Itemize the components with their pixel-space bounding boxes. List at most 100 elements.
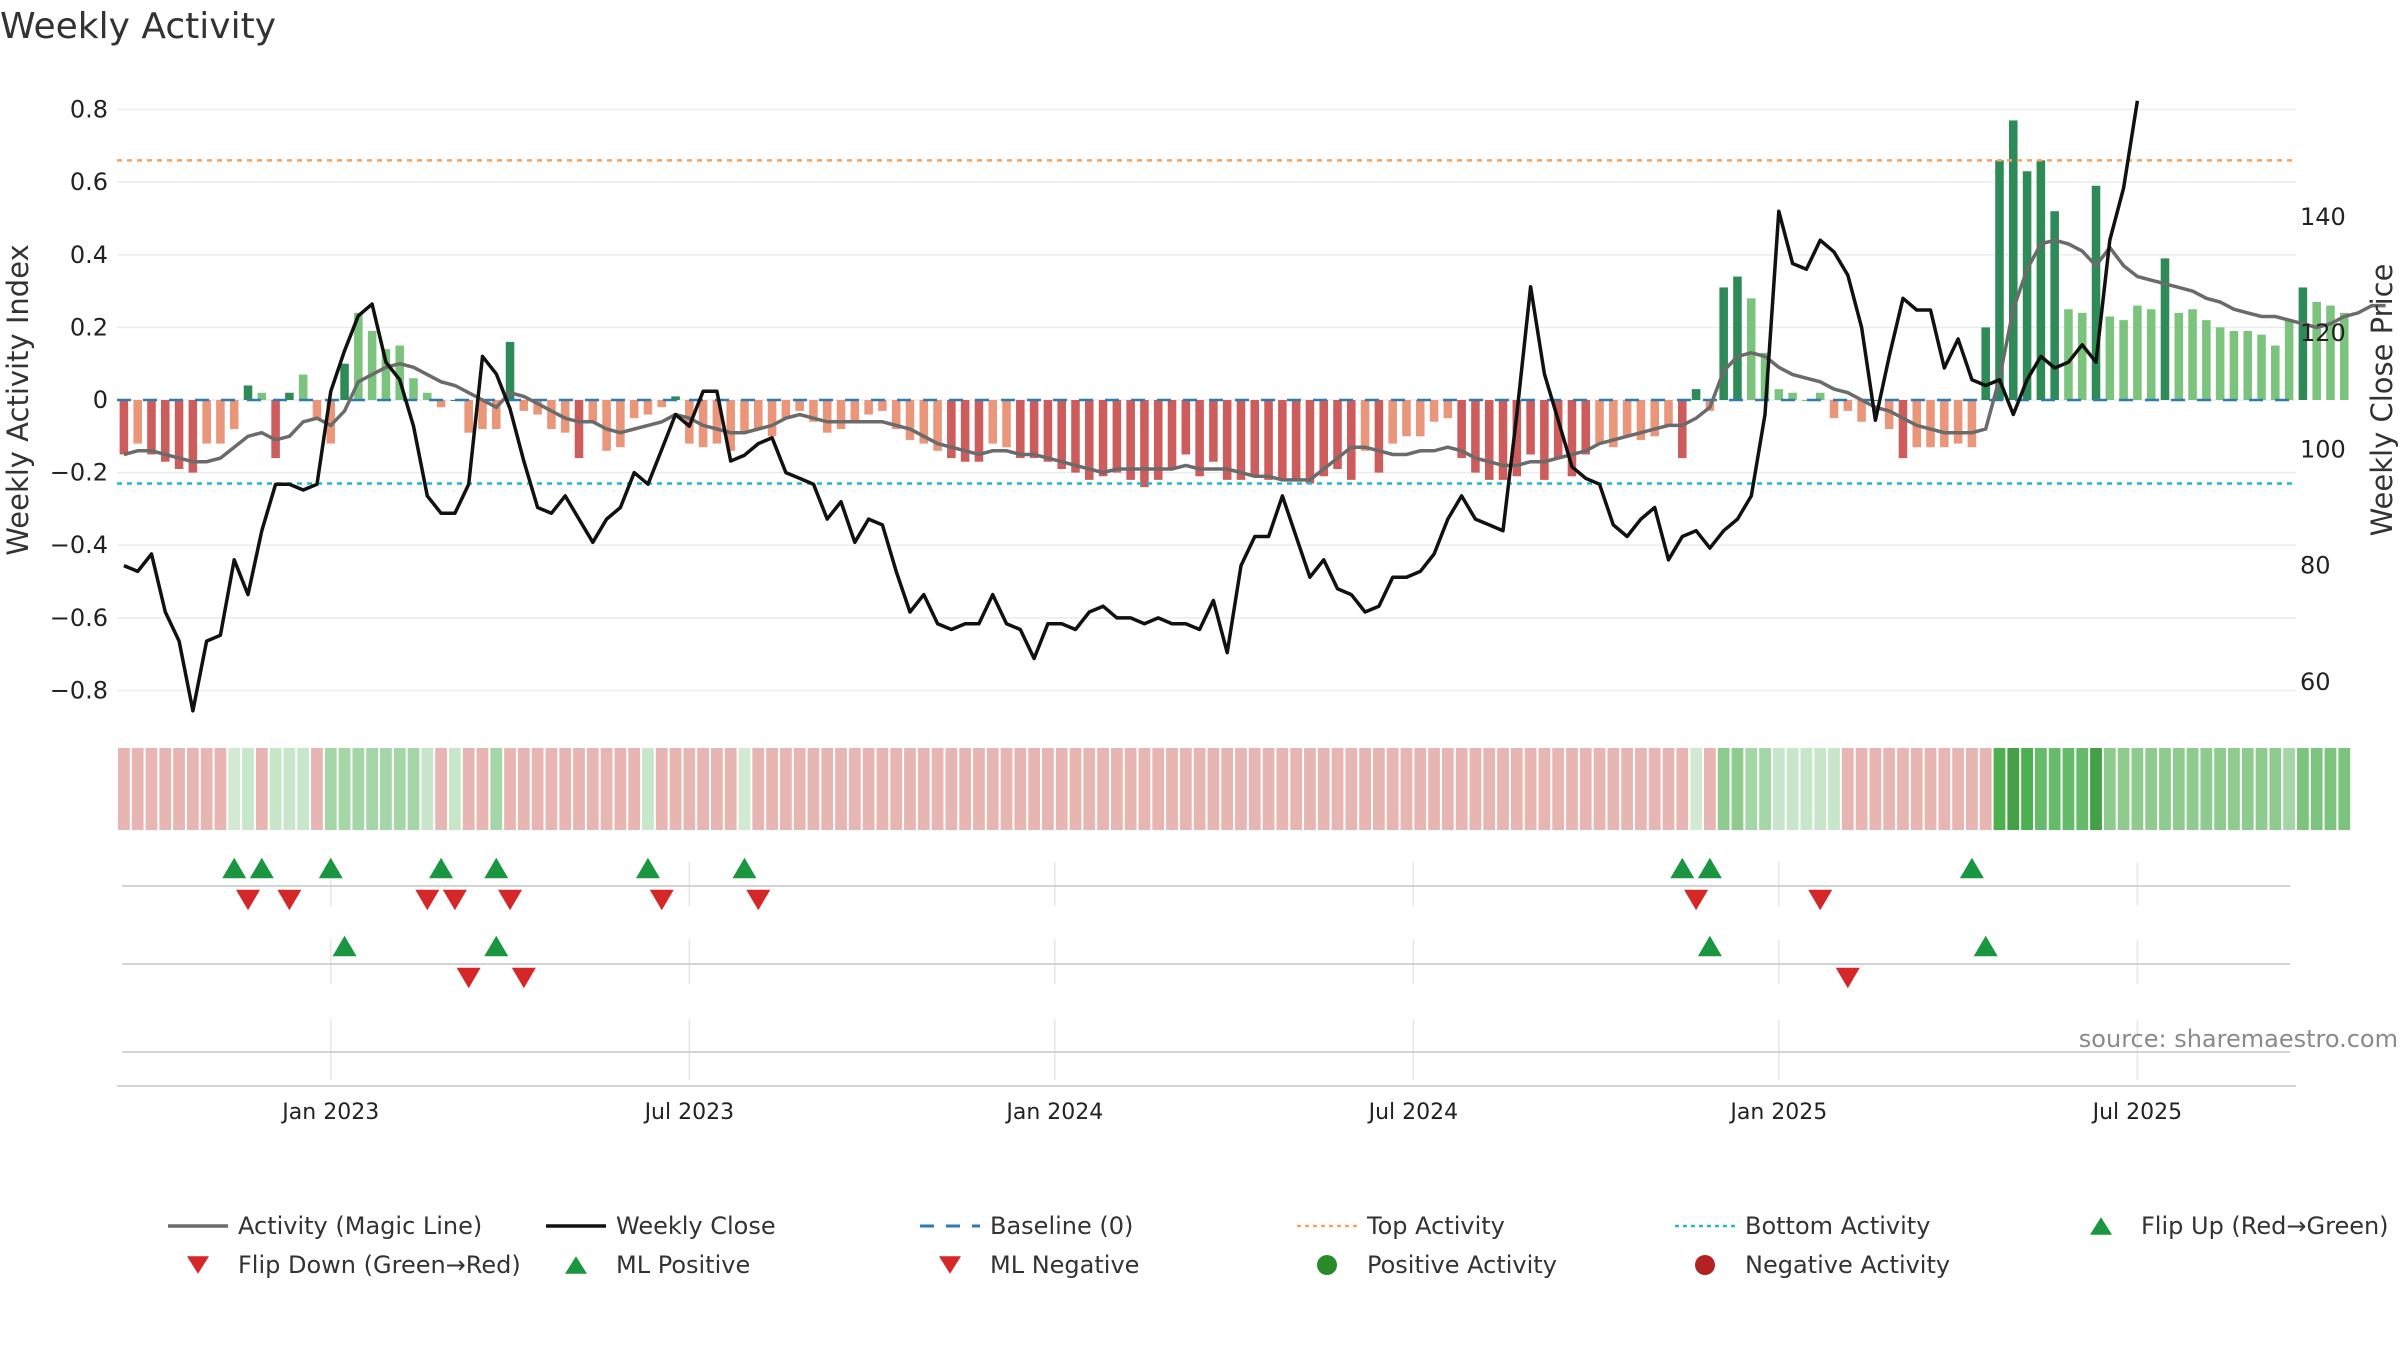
- strip-cell: [600, 748, 613, 830]
- activity-bar: [2284, 320, 2294, 400]
- flip-down-marker: [442, 889, 467, 911]
- strip-cell: [2283, 748, 2295, 830]
- strip-cell: [614, 748, 627, 830]
- strip-cell: [476, 748, 489, 830]
- strip-cell: [214, 748, 227, 830]
- ml-positive-marker: [1697, 935, 1722, 957]
- y-tick-label: 0: [93, 386, 108, 414]
- activity-bar: [423, 392, 432, 400]
- grid-lines: [117, 108, 2296, 692]
- activity-bar: [905, 400, 915, 440]
- activity-bar: [919, 400, 929, 444]
- activity-bar: [133, 400, 142, 444]
- activity-bar: [2091, 185, 2101, 400]
- activity-bar: [2271, 345, 2280, 400]
- activity-bar: [340, 363, 349, 400]
- ml-negative-marker: [1835, 967, 1860, 989]
- strip-cell: [2062, 748, 2075, 830]
- activity-bar: [1498, 400, 1508, 480]
- strip-cell: [297, 748, 310, 830]
- activity-bar: [160, 400, 170, 462]
- strip-cell: [118, 748, 130, 830]
- reference-lines: [117, 159, 2296, 485]
- activity-bar: [1443, 400, 1453, 419]
- strip-cell: [1042, 748, 1054, 830]
- activity-bar: [1167, 400, 1177, 469]
- strip-cell: [1000, 748, 1013, 830]
- activity-bar: [947, 400, 956, 459]
- activity-bar: [1609, 400, 1618, 448]
- strip-cell: [1841, 748, 1854, 830]
- strip-cell: [1372, 748, 1385, 830]
- strip-cell: [973, 748, 985, 830]
- strip-cell: [1593, 748, 1606, 830]
- activity-bar: [174, 400, 184, 469]
- activity-bar: [1402, 400, 1411, 437]
- activity-bar: [2188, 309, 2197, 400]
- activity-bar: [1388, 400, 1397, 444]
- activity-bar: [2050, 211, 2059, 400]
- strip-cell: [1731, 748, 1744, 830]
- y-axis: 0.8 0.6 0.4 0.2 0 −0.2 −0.4 −0.6 −0.8: [50, 96, 108, 705]
- strip-cell: [2007, 748, 2020, 830]
- activity-bar: [2133, 305, 2142, 400]
- strip-cell: [1207, 748, 1220, 830]
- activity-bar: [726, 400, 735, 451]
- y2-tick-label: 120: [2300, 319, 2346, 347]
- strip-cell: [2076, 748, 2089, 830]
- strip-cell: [324, 748, 337, 830]
- activity-bar: [974, 400, 984, 462]
- flip-up-marker: [249, 857, 274, 879]
- strip-cell: [311, 748, 323, 830]
- strip-cell: [490, 748, 503, 830]
- flip-up-marker: [635, 857, 660, 879]
- strip-cell: [228, 748, 241, 830]
- legend-item: Negative Activity: [1695, 1251, 1950, 1279]
- flip-up-marker: [1670, 857, 1695, 879]
- activity-bar: [1305, 400, 1315, 484]
- activity-bar: [1788, 392, 1797, 400]
- strip-cell: [848, 748, 861, 830]
- strip-cell: [876, 748, 889, 830]
- strip-cell: [945, 748, 958, 830]
- strip-cell: [2131, 748, 2144, 830]
- activity-bar: [1512, 400, 1522, 477]
- flip-down-marker: [415, 889, 440, 911]
- strip-cell: [2090, 748, 2102, 830]
- activity-bar: [119, 400, 129, 455]
- activity-bar: [298, 374, 308, 400]
- activity-bar: [754, 400, 763, 430]
- activity-bar: [1940, 400, 1949, 448]
- activity-bar: [1153, 400, 1163, 480]
- strip-cell: [131, 748, 144, 830]
- flip-down-marker: [649, 889, 674, 911]
- legend-swatch: [1695, 1255, 1715, 1275]
- y-tick-label: 0.6: [70, 168, 108, 196]
- legend-item: Bottom Activity: [1675, 1212, 1930, 1240]
- activity-bar: [1415, 400, 1425, 437]
- strip-cell: [1441, 748, 1454, 830]
- flip-down-marker: [277, 889, 302, 911]
- strip-cell: [959, 748, 972, 830]
- strip-cell: [269, 748, 282, 830]
- x-tick-label: Jul 2023: [643, 1100, 735, 1125]
- activity-bar: [1967, 400, 1977, 448]
- activity-bar: [1278, 400, 1287, 480]
- activity-bar: [1898, 400, 1908, 459]
- activity-bar: [2257, 334, 2266, 400]
- activity-bar: [1981, 327, 1990, 400]
- activity-bar: [547, 400, 556, 430]
- strip-cell: [1662, 748, 1675, 830]
- strip-cell: [573, 748, 585, 830]
- activity-bar: [2339, 312, 2349, 400]
- ml-negative-marker: [456, 967, 481, 989]
- activity-bar: [2215, 327, 2225, 400]
- ml-positive-marker: [332, 935, 357, 957]
- strip-cell: [1635, 748, 1647, 830]
- activity-bar: [2077, 312, 2087, 400]
- activity-bar: [1884, 400, 1894, 430]
- activity-bar: [836, 400, 846, 430]
- strip-cell: [2145, 748, 2158, 830]
- activity-bar: [519, 400, 529, 411]
- activity-bar: [229, 400, 239, 430]
